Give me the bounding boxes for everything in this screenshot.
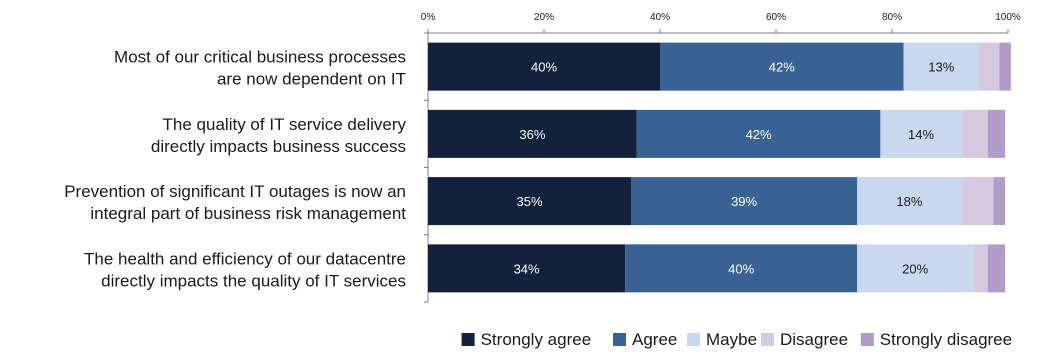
bar-segment-disagree xyxy=(973,244,988,293)
legend-swatch xyxy=(461,333,475,346)
x-tick-label: 20% xyxy=(534,12,554,23)
legend: Strongly agree Agree Maybe Disagree Strongly… xyxy=(461,330,1012,349)
bar-segment-maybe xyxy=(903,42,979,91)
x-tick-label: 60% xyxy=(766,12,786,23)
data-label: 36% xyxy=(519,127,545,142)
bar-segment-strongly-disagree xyxy=(987,244,1006,293)
data-label: 13% xyxy=(928,60,954,75)
category-label: Most of our critical business processes a… xyxy=(114,48,406,89)
category-labels: Most of our critical business processes a… xyxy=(64,48,406,291)
bar-segment-agree xyxy=(636,109,881,158)
data-label: 40% xyxy=(531,60,557,75)
bar-segment-strongly-agree xyxy=(428,42,660,91)
bar-segment-agree xyxy=(631,177,858,226)
legend-label: Agree xyxy=(632,330,677,349)
category-label: Prevention of significant IT outages is … xyxy=(64,182,406,223)
x-tick-label: 80% xyxy=(882,12,902,23)
legend-item-strongly-agree: Strongly agree xyxy=(461,330,592,349)
legend-swatch xyxy=(761,333,774,346)
bar-segment-maybe xyxy=(857,177,962,226)
legend-label: Maybe xyxy=(706,330,757,349)
legend-swatch xyxy=(613,333,626,346)
x-tick-label: 0% xyxy=(421,12,436,23)
bar-segment-disagree xyxy=(979,42,1000,91)
data-label: 42% xyxy=(769,60,795,75)
bars-layer: 40% 42% 13% 36% 42% 14% 35% 39% 18% 34% 40% 20% xyxy=(428,42,1011,293)
bar-segment-strongly-disagree xyxy=(999,42,1011,91)
bar-segment-disagree xyxy=(961,177,994,226)
bar-segment-maybe xyxy=(857,244,974,293)
x-tick-label: 100% xyxy=(995,12,1021,23)
data-label: 39% xyxy=(731,194,757,209)
data-label: 18% xyxy=(896,194,922,209)
legend-item-maybe: Maybe xyxy=(687,330,757,349)
bar-segment-maybe xyxy=(880,109,962,158)
x-tick-label: 40% xyxy=(650,12,670,23)
category-label: The quality of IT service delivery direct… xyxy=(151,115,407,156)
data-label: 42% xyxy=(746,127,772,142)
data-label: 14% xyxy=(908,127,934,142)
bar-segment-disagree xyxy=(961,109,988,158)
legend-item-disagree: Disagree xyxy=(761,330,848,349)
legend-item-agree: Agree xyxy=(613,330,677,349)
bar-segment-agree xyxy=(660,42,904,91)
bar-segment-strongly-disagree xyxy=(987,109,1006,158)
legend-swatch xyxy=(860,333,874,346)
category-label: The health and efficiency of our datacen… xyxy=(84,249,406,290)
bar-segment-strongly-agree xyxy=(428,244,626,293)
bar-segment-agree xyxy=(625,244,858,293)
data-label: 40% xyxy=(728,261,754,276)
data-label: 34% xyxy=(514,261,540,276)
bar-segment-strongly-agree xyxy=(428,177,631,226)
legend-label: Disagree xyxy=(780,330,848,349)
legend-item-strongly-disagree: Strongly disagree xyxy=(860,330,1012,349)
data-label: 35% xyxy=(516,194,542,209)
data-label: 20% xyxy=(902,261,928,276)
legend-label: Strongly agree xyxy=(481,330,592,349)
legend-label: Strongly disagree xyxy=(880,330,1012,349)
bar-segment-strongly-agree xyxy=(428,109,637,158)
bar-segment-strongly-disagree xyxy=(993,177,1006,226)
legend-swatch xyxy=(687,333,700,346)
